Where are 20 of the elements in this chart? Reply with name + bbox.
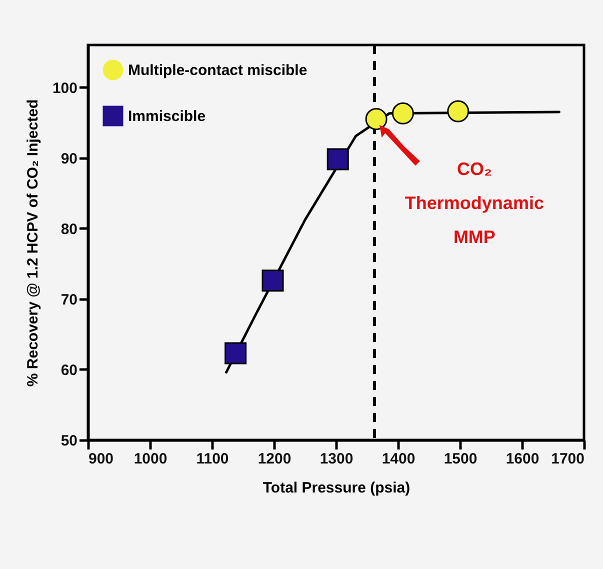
x-tick-label: 1400 [382, 450, 416, 468]
legend-label: Multiple-contact miscible [128, 62, 308, 79]
y-tick-label: 80 [60, 220, 78, 238]
y-tick-label: 60 [60, 362, 78, 379]
legend-label: Immiscible [128, 108, 206, 125]
x-tick-label: 900 [88, 450, 114, 468]
x-tick-label: 1100 [196, 450, 229, 468]
annotation: CO₂ Thermodynamic MMP [404, 159, 544, 248]
y-tick-label: 70 [60, 291, 78, 308]
y-tick-label: 100 [52, 80, 78, 97]
y-tick-label: 50 [60, 432, 78, 450]
x-tick-label: 1300 [320, 450, 354, 468]
x-tick-label: 1600 [506, 450, 540, 468]
y-axis-title: % Recovery @ 1.2 HCPV of CO₂ Injected [24, 99, 42, 387]
x-tick-label: 1700 [551, 450, 584, 468]
x-tick-label: 1000 [134, 450, 168, 468]
x-axis-title: Total Pressure (psia) [262, 480, 410, 496]
x-tick-label: 1200 [258, 450, 292, 468]
y-tick-label: 90 [60, 150, 78, 168]
x-tick-label: 1500 [444, 450, 478, 468]
